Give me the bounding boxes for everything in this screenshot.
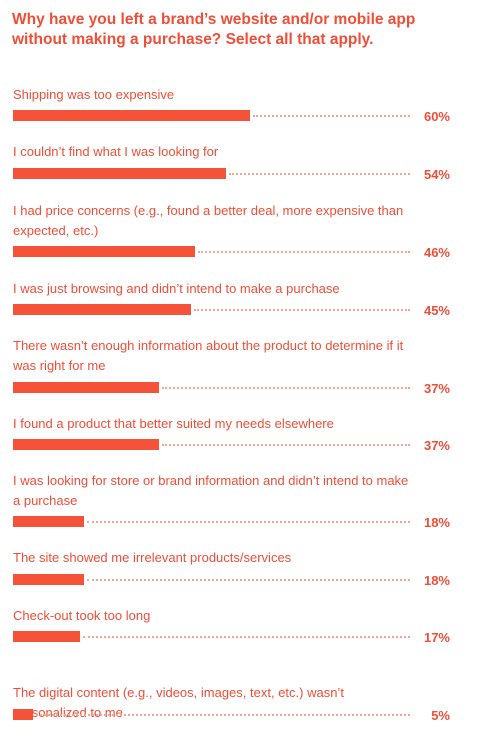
dotted-leader-line bbox=[229, 173, 410, 175]
dotted-leader-line bbox=[197, 251, 410, 253]
value-label: 5% bbox=[431, 708, 450, 723]
category-label: Check-out took too long bbox=[13, 608, 151, 623]
dotted-leader-line bbox=[35, 714, 410, 716]
bar bbox=[13, 709, 33, 720]
bar bbox=[13, 631, 81, 642]
bar bbox=[13, 168, 227, 179]
dotted-leader-line bbox=[87, 579, 410, 581]
value-label: 18% bbox=[423, 573, 450, 588]
value-label: 37% bbox=[423, 381, 450, 396]
category-label: The site showed me irrelevant products/s… bbox=[13, 550, 292, 565]
category-label: I couldn’t find what I was looking for bbox=[13, 144, 219, 159]
value-label: 46% bbox=[423, 245, 450, 260]
bar bbox=[13, 516, 85, 527]
dotted-leader-line bbox=[253, 115, 410, 117]
value-label: 37% bbox=[423, 438, 450, 453]
category-label: I was just browsing and didn’t intend to… bbox=[13, 281, 340, 296]
bar bbox=[13, 110, 250, 121]
dotted-leader-line bbox=[83, 636, 410, 638]
category-label: There wasn’t enough information about th… bbox=[13, 338, 404, 373]
bar bbox=[13, 246, 195, 257]
value-label: 17% bbox=[423, 630, 450, 645]
category-label: Shipping was too expensive bbox=[13, 87, 175, 102]
category-label: The digital content (e.g., videos, image… bbox=[13, 685, 344, 720]
bar bbox=[13, 574, 85, 585]
value-label: 60% bbox=[423, 109, 450, 124]
dotted-leader-line bbox=[193, 309, 410, 311]
value-label: 54% bbox=[423, 167, 450, 182]
category-label: I was looking for store or brand informa… bbox=[13, 473, 409, 508]
category-label: I found a product that better suited my … bbox=[13, 416, 334, 431]
category-label: I had price concerns (e.g., found a bett… bbox=[13, 203, 404, 238]
value-label: 18% bbox=[423, 515, 450, 530]
value-label: 45% bbox=[423, 303, 450, 318]
dotted-leader-line bbox=[162, 444, 410, 446]
bar bbox=[13, 382, 160, 393]
bar bbox=[13, 304, 191, 315]
chart-title: Why have you left a brand’s website and/… bbox=[12, 11, 416, 48]
dotted-leader-line bbox=[162, 387, 410, 389]
bar bbox=[13, 439, 160, 450]
dotted-leader-line bbox=[87, 521, 410, 523]
